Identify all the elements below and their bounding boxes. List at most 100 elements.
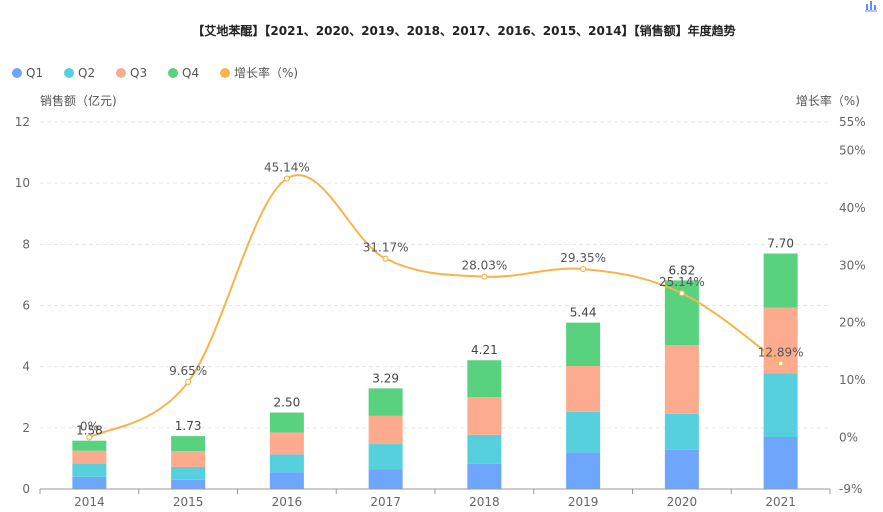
rate-label-2016: 45.14% [264, 161, 310, 175]
x-tick-label: 2014 [74, 495, 105, 509]
bar-q1-2014[interactable] [72, 476, 107, 489]
x-axis: 2014 2015 2016 2017 2018 2019 2020 2021 [39, 488, 831, 509]
growth-point-2015[interactable] [185, 378, 192, 386]
bar-q4-2016[interactable] [269, 412, 304, 433]
legend-marker[interactable] [116, 68, 126, 78]
rate-labels: 0% 9.65% 45.14% 31.17% 28.03% 29.35% 25.14% 12.… [80, 161, 804, 434]
y-left-tick-label: 6 [22, 299, 30, 313]
growth-line-layer [86, 174, 784, 441]
y-axis-left-name: 销售额（亿元) [40, 93, 117, 108]
rate-label-2020: 25.14% [659, 275, 705, 289]
legend-marker[interactable] [220, 68, 230, 78]
bar-q2-2015[interactable] [171, 466, 206, 480]
bar-q3-2017[interactable] [368, 415, 403, 445]
y-left-tick-label: 4 [22, 360, 30, 374]
y-right-tick-label: 20% [839, 316, 866, 330]
rate-label-2019: 29.35% [560, 251, 606, 265]
bar-q3-2015[interactable] [171, 451, 206, 467]
total-label-2016: 2.50 [274, 396, 301, 410]
y-left-tick-label: 12 [15, 115, 30, 129]
y-right-tick-label: -9% [839, 482, 862, 496]
growth-point-2018[interactable] [481, 273, 488, 280]
rate-label-2017: 31.17% [363, 241, 409, 255]
bar-q2-2018[interactable] [467, 434, 502, 464]
chart-title: 【艾地苯醌】【2021、2020、2019、2018、2017、2016、201… [192, 23, 735, 38]
y-right-tick-label: 50% [839, 144, 866, 158]
legend: Q1 Q2 Q3 Q4 增长率（%) [12, 65, 298, 80]
x-tick-label: 2020 [667, 495, 698, 509]
bar-q3-2020[interactable] [664, 345, 699, 414]
bar-q2-2020[interactable] [664, 413, 699, 450]
bar-q1-2020[interactable] [664, 449, 699, 489]
x-tick-label: 2021 [765, 495, 796, 509]
legend-label[interactable]: Q1 [26, 66, 43, 80]
growth-point-2014[interactable] [86, 434, 93, 441]
bar-q4-2014[interactable] [72, 440, 107, 451]
growth-point-2020[interactable] [678, 290, 685, 297]
bar-q3-2016[interactable] [269, 432, 304, 455]
y-axis-right-name: 增长率（%) [796, 93, 860, 108]
rate-label-2014: 0% [80, 419, 99, 433]
bar-q1-2017[interactable] [368, 469, 403, 489]
bar-q1-2019[interactable] [566, 452, 601, 489]
y-left-tick-label: 8 [22, 237, 30, 251]
y-left-tick-label: 2 [22, 421, 30, 435]
rate-label-2018: 28.03% [461, 259, 507, 273]
y-right-tick-label: 30% [839, 258, 866, 272]
total-label-2014: 1.58 [76, 424, 103, 438]
bar-q2-2019[interactable] [566, 411, 601, 453]
bar-q1-2018[interactable] [467, 463, 502, 489]
bar-q4-2015[interactable] [171, 436, 206, 452]
bar-q3-2018[interactable] [467, 397, 502, 435]
bars [72, 253, 798, 489]
growth-point-2016[interactable] [283, 175, 290, 182]
x-tick-label: 2019 [568, 495, 599, 509]
bar-chart-icon[interactable] [864, 0, 878, 12]
growth-rate-line[interactable] [88, 174, 782, 439]
legend-marker[interactable] [12, 68, 22, 78]
bar-q3-2019[interactable] [566, 366, 601, 412]
bar-q4-2021[interactable] [763, 253, 798, 308]
bar-q1-2021[interactable] [763, 437, 798, 489]
legend-label[interactable]: Q4 [182, 66, 199, 80]
bar-q4-2017[interactable] [368, 388, 403, 416]
total-label-2020: 6.82 [669, 263, 696, 277]
y-axis-right: -9% 0% 10% 20% 30% 40% 50% 55% [839, 115, 866, 496]
legend-marker[interactable] [64, 68, 74, 78]
x-tick-label: 2018 [469, 495, 500, 509]
total-label-2017: 3.29 [372, 371, 399, 385]
legend-label[interactable]: Q2 [78, 66, 95, 80]
x-tick-label: 2017 [370, 495, 401, 509]
rate-label-2021: 12.89% [758, 345, 804, 359]
x-tick-label: 2015 [173, 495, 204, 509]
legend-label[interactable]: 增长率（%) [234, 65, 298, 80]
y-left-tick-label: 0 [22, 482, 30, 496]
y-right-tick-label: 40% [839, 201, 866, 215]
y-right-tick-label: 55% [839, 115, 866, 129]
bar-q4-2018[interactable] [467, 360, 502, 398]
bar-q1-2015[interactable] [171, 479, 206, 489]
growth-point-2017[interactable] [382, 255, 389, 262]
y-right-tick-label: 0% [839, 430, 858, 444]
total-label-2019: 5.44 [570, 306, 597, 320]
y-right-tick-label: 10% [839, 373, 866, 387]
bar-q3-2014[interactable] [72, 450, 107, 464]
bar-q2-2021[interactable] [763, 373, 798, 438]
total-label-2021: 7.70 [767, 237, 794, 251]
x-tick-label: 2016 [272, 495, 303, 509]
growth-point-2019[interactable] [580, 265, 587, 273]
y-left-tick-label: 10 [15, 176, 30, 190]
bar-q2-2014[interactable] [72, 463, 107, 477]
bar-q4-2019[interactable] [566, 322, 601, 367]
y-axis-left: 0 2 4 6 8 10 12 [15, 115, 30, 496]
bar-q2-2016[interactable] [269, 454, 304, 473]
bar-q2-2017[interactable] [368, 444, 403, 470]
legend-label[interactable]: Q3 [130, 66, 147, 80]
legend-marker[interactable] [168, 68, 178, 78]
growth-point-2021[interactable] [777, 360, 784, 367]
bar-q1-2016[interactable] [269, 472, 304, 489]
total-labels: 1.58 1.73 2.50 3.29 4.21 5.44 6.82 7.70 [76, 237, 794, 438]
grid [40, 121, 830, 429]
total-label-2018: 4.21 [471, 343, 498, 357]
